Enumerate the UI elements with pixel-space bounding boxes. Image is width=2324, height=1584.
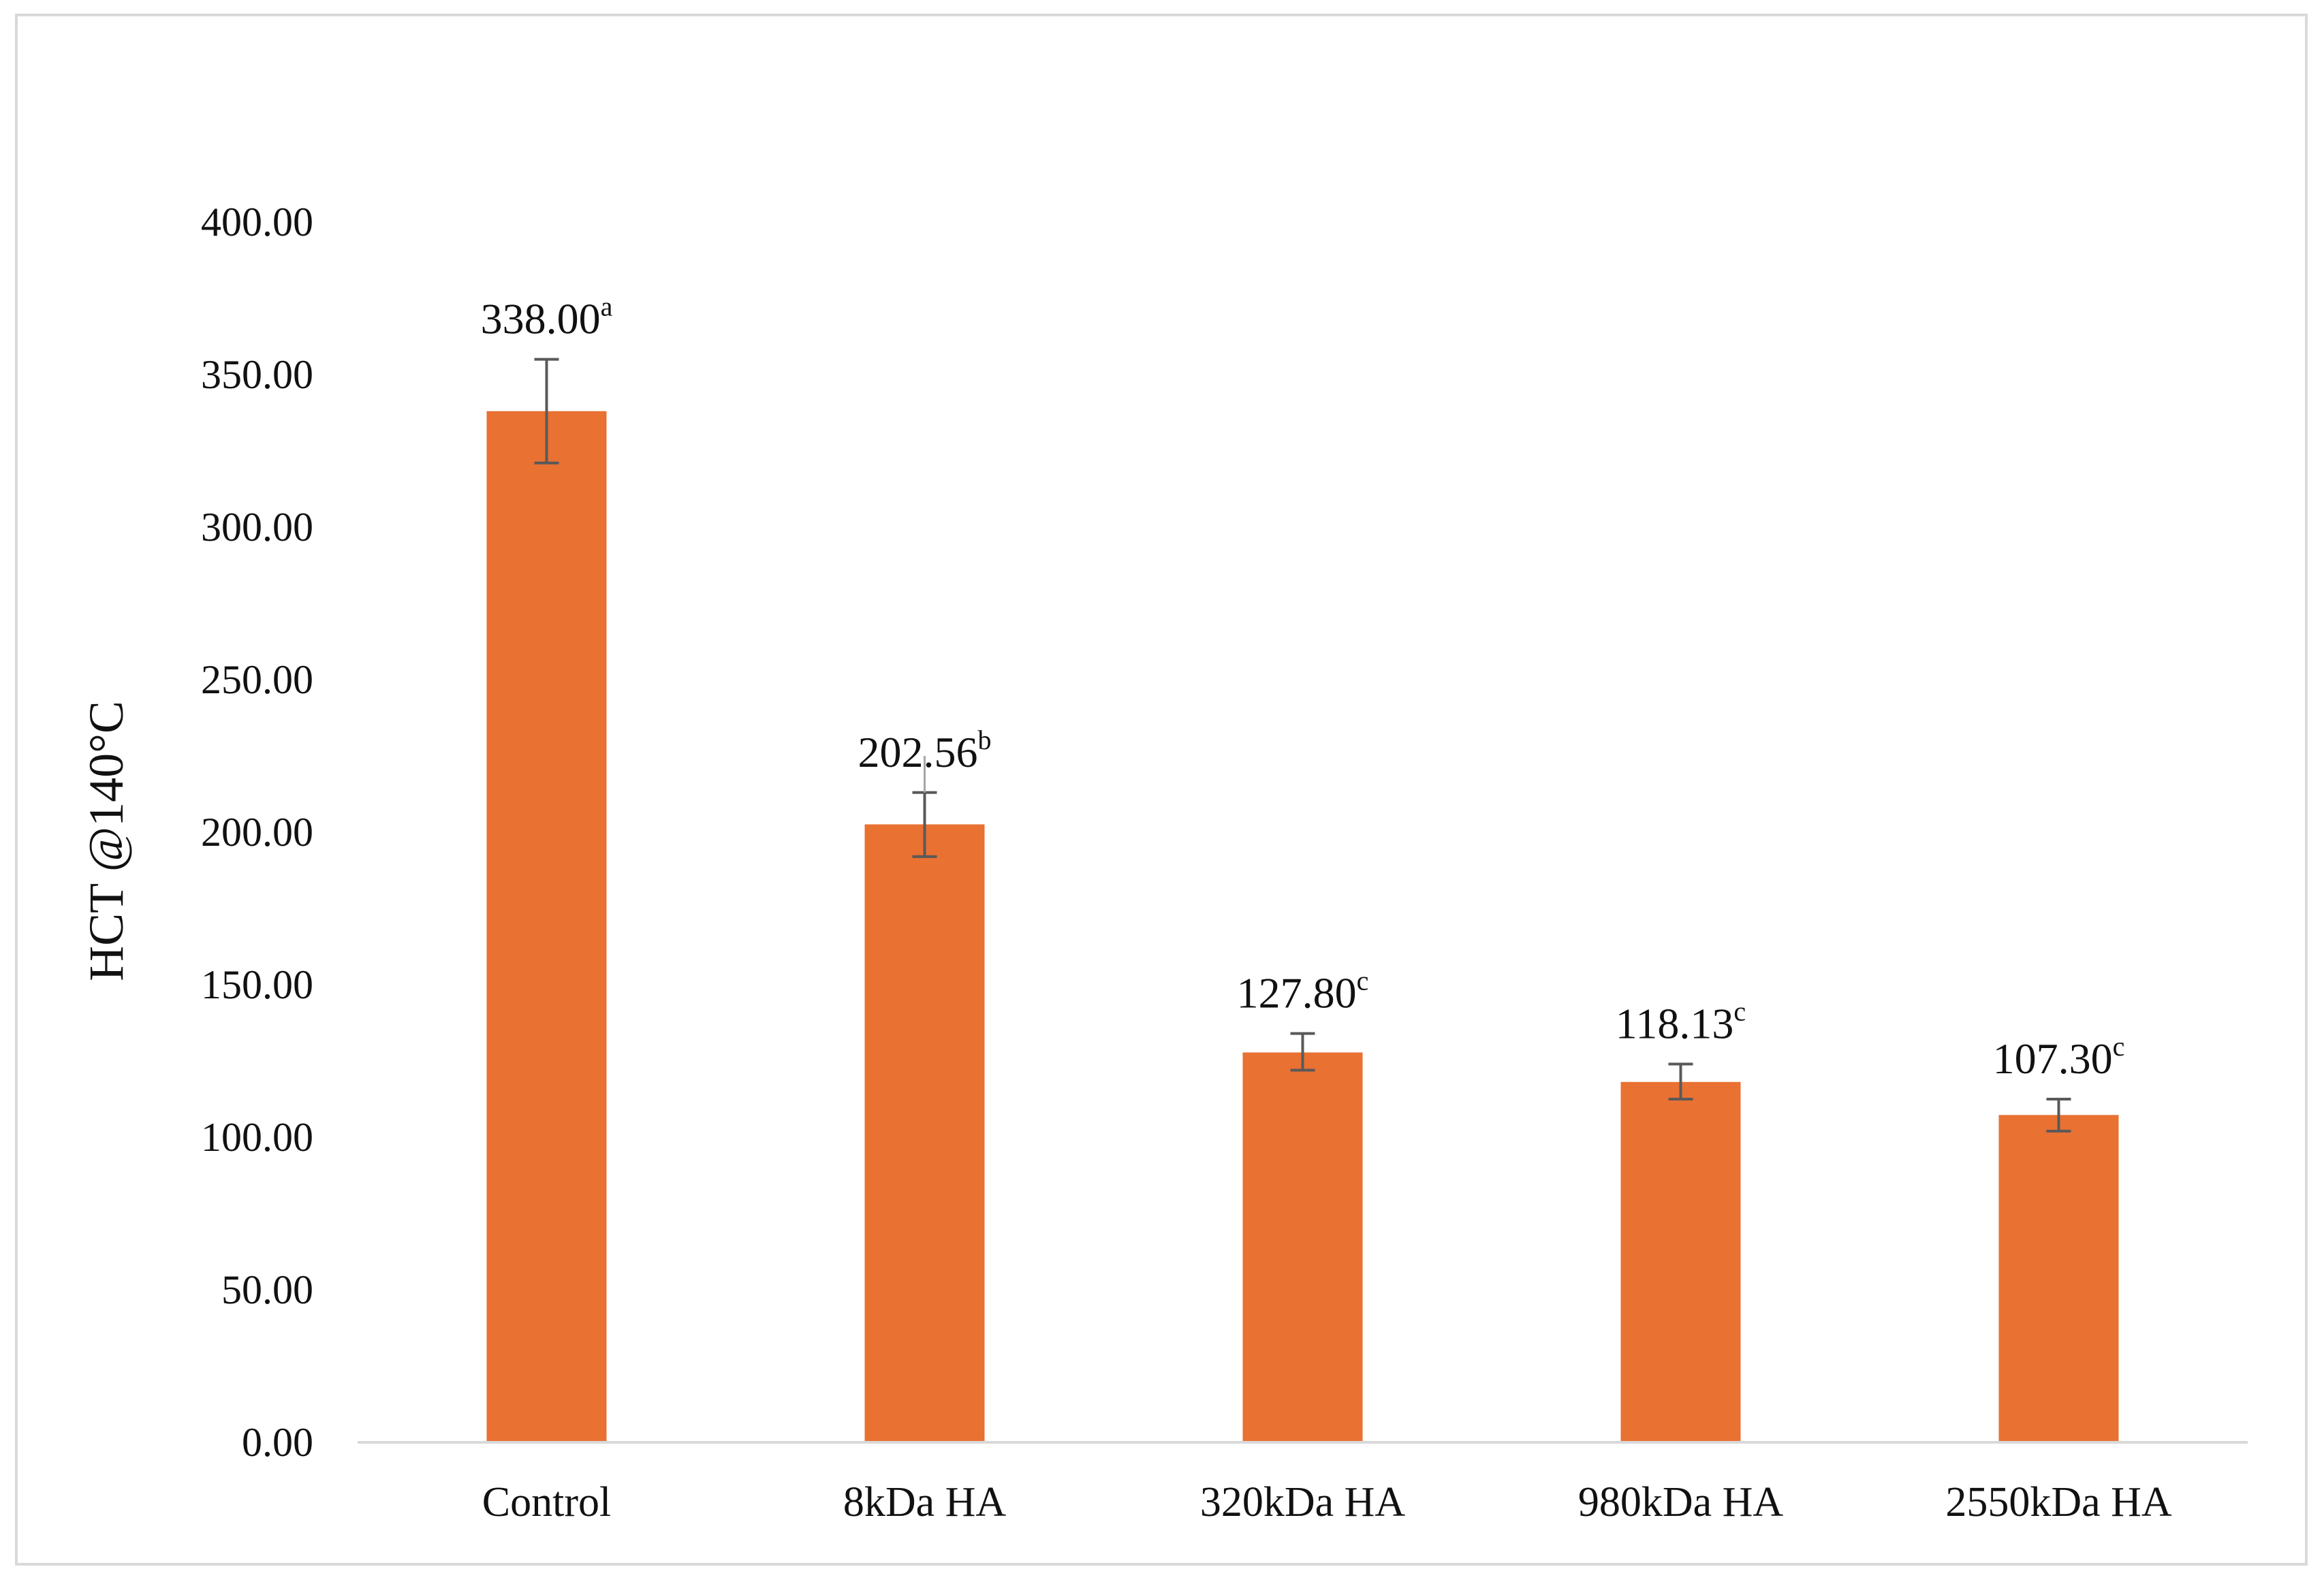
- bar: [486, 411, 607, 1442]
- data-label-value: 127.80: [1237, 969, 1357, 1017]
- data-label: 107.30c: [1993, 1031, 2125, 1083]
- y-axis-ticks: 0.00 50.00 100.00 150.00 200.00 250.00 300.00 3…: [201, 200, 313, 1465]
- error-bar: [2046, 1098, 2071, 1133]
- data-label: 338.00a: [481, 291, 613, 343]
- y-tick-label: 350.00: [201, 352, 313, 397]
- data-label-value: 118.13: [1616, 999, 1734, 1047]
- x-tick-label: 980kDa HA: [1578, 1479, 1784, 1525]
- x-tick-label: 320kDa HA: [1200, 1479, 1406, 1525]
- y-tick-label: 250.00: [201, 657, 313, 702]
- y-tick-label: 150.00: [201, 962, 313, 1007]
- significance-letter: c: [1357, 966, 1369, 996]
- data-label: 127.80c: [1237, 966, 1369, 1017]
- data-label: 118.13c: [1616, 996, 1746, 1047]
- error-bar: [534, 358, 559, 464]
- x-tick-label: Control: [482, 1479, 611, 1525]
- bar: [1620, 1081, 1741, 1442]
- bar: [864, 824, 985, 1442]
- bars: [486, 411, 2119, 1442]
- bar: [1242, 1052, 1363, 1442]
- significance-letter: c: [1733, 996, 1746, 1026]
- significance-letter: b: [978, 725, 992, 755]
- bar: [1998, 1115, 2119, 1442]
- y-tick-label: 400.00: [201, 200, 313, 244]
- data-label-value: 107.30: [1993, 1034, 2113, 1083]
- y-tick-label: 50.00: [221, 1267, 313, 1312]
- data-label: 202.56b: [858, 725, 992, 776]
- significance-letter: a: [601, 291, 613, 322]
- x-tick-label: 8kDa HA: [843, 1479, 1007, 1525]
- x-axis-labels: Control 8kDa HA 320kDa HA 980kDa HA 2550kDa …: [482, 1479, 2172, 1525]
- x-tick-label: 2550kDa HA: [1945, 1479, 2172, 1525]
- significance-letter: c: [2113, 1031, 2125, 1062]
- error-bar: [912, 756, 937, 858]
- y-tick-label: 0.00: [242, 1420, 313, 1465]
- y-axis-title: HCT @140°C: [79, 701, 134, 981]
- y-tick-label: 200.00: [201, 810, 313, 855]
- y-tick-label: 100.00: [201, 1115, 313, 1160]
- data-label-value: 202.56: [858, 728, 978, 776]
- error-bars: [534, 358, 2071, 1133]
- chart-border: [15, 14, 2308, 1566]
- y-tick-label: 300.00: [201, 505, 313, 550]
- data-label-value: 338.00: [481, 295, 601, 343]
- error-bar: [1668, 1062, 1693, 1100]
- error-bar: [1290, 1032, 1315, 1072]
